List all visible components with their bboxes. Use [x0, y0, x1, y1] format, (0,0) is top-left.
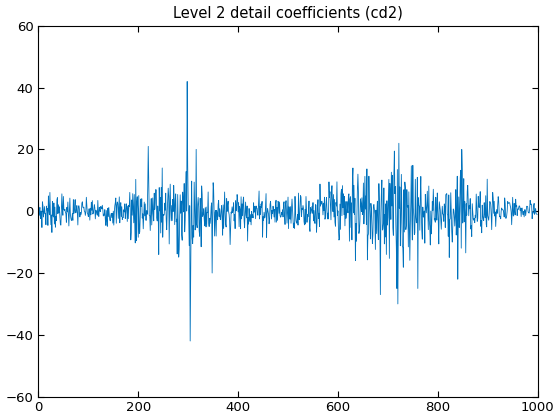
Title: Level 2 detail coefficients (cd2): Level 2 detail coefficients (cd2)	[173, 5, 403, 21]
